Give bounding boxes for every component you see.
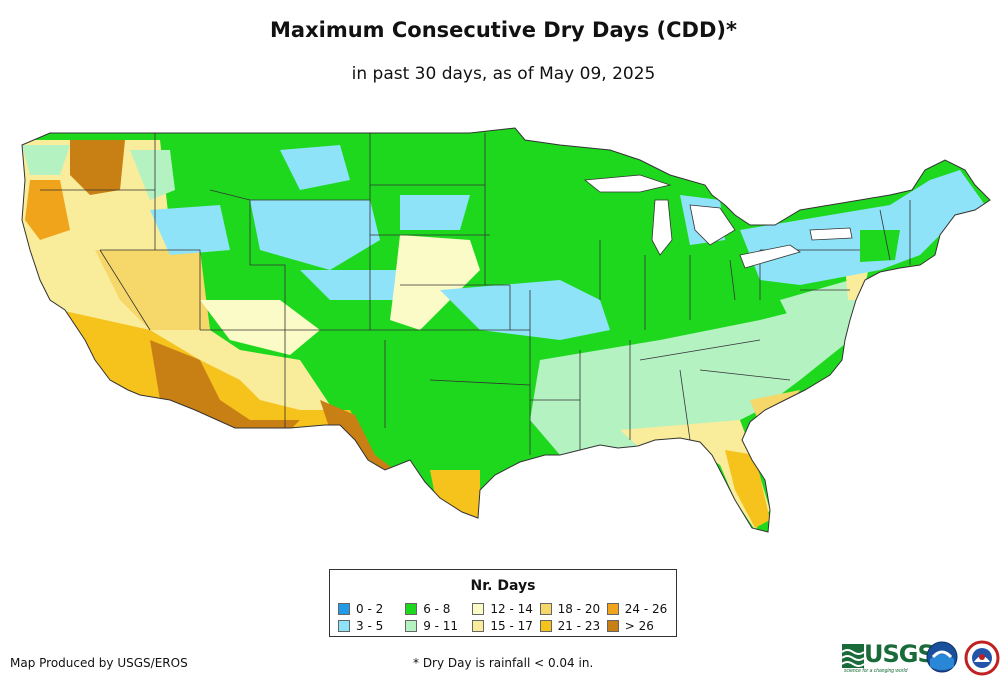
legend-label: 15 - 17 (490, 619, 533, 633)
legend-swatch (338, 620, 350, 632)
legend-swatch (539, 603, 552, 615)
legend-swatch (338, 603, 350, 615)
usgs-tagline: science for a changing world (844, 668, 908, 674)
legend-swatch (539, 620, 552, 632)
legend-label: 18 - 20 (557, 602, 601, 616)
legend-item: 18 - 20 (539, 602, 607, 616)
legend-item: 0 - 2 (338, 602, 405, 616)
legend-item: 24 - 26 (606, 602, 674, 616)
legend-item: 21 - 23 (539, 619, 607, 633)
legend-label: 12 - 14 (490, 602, 533, 616)
noaa-logo-icon (926, 641, 958, 673)
legend-item: 9 - 11 (405, 619, 472, 633)
legend-swatch (606, 620, 619, 632)
legend-item: 15 - 17 (472, 619, 539, 633)
legend-item: 3 - 5 (338, 619, 405, 633)
legend-item: 6 - 8 (405, 602, 472, 616)
legend-grid: 0 - 2 6 - 8 12 - 14 18 - 20 24 - 26 3 - … (338, 602, 674, 633)
legend-label: 9 - 11 (423, 619, 459, 633)
legend-swatch (472, 620, 485, 632)
legend-label: 21 - 23 (557, 619, 601, 633)
map-credit: Map Produced by USGS/EROS (10, 656, 188, 670)
legend-item: > 26 (606, 619, 674, 633)
map-subtitle: in past 30 days, as of May 09, 2025 (351, 64, 656, 84)
legend-label: 3 - 5 (356, 619, 384, 633)
nws-logo-icon (964, 640, 1000, 676)
usgs-logo-text: USGS (864, 640, 935, 668)
legend-box: Nr. Days 0 - 2 6 - 8 12 - 14 18 - 20 24 … (329, 569, 677, 637)
us-cdd-map (21, 127, 991, 533)
legend-swatch (405, 603, 418, 615)
dry-day-note: * Dry Day is rainfall < 0.04 in. (413, 656, 594, 670)
legend-label: 24 - 26 (624, 602, 668, 616)
great-lakes (583, 174, 853, 269)
state-borders (40, 133, 911, 455)
legend-swatch (606, 603, 619, 615)
legend-label: 0 - 2 (356, 602, 384, 616)
legend-swatch (472, 603, 485, 615)
usgs-wave-icon (842, 644, 864, 668)
legend-label: > 26 (624, 619, 654, 633)
legend-title: Nr. Days (470, 578, 536, 594)
logo-strip: USGS science for a changing world (842, 640, 1004, 680)
map-title: Maximum Consecutive Dry Days (CDD)* (270, 18, 737, 42)
legend-swatch (405, 620, 418, 632)
legend-label: 6 - 8 (423, 602, 451, 616)
legend-item: 12 - 14 (472, 602, 539, 616)
